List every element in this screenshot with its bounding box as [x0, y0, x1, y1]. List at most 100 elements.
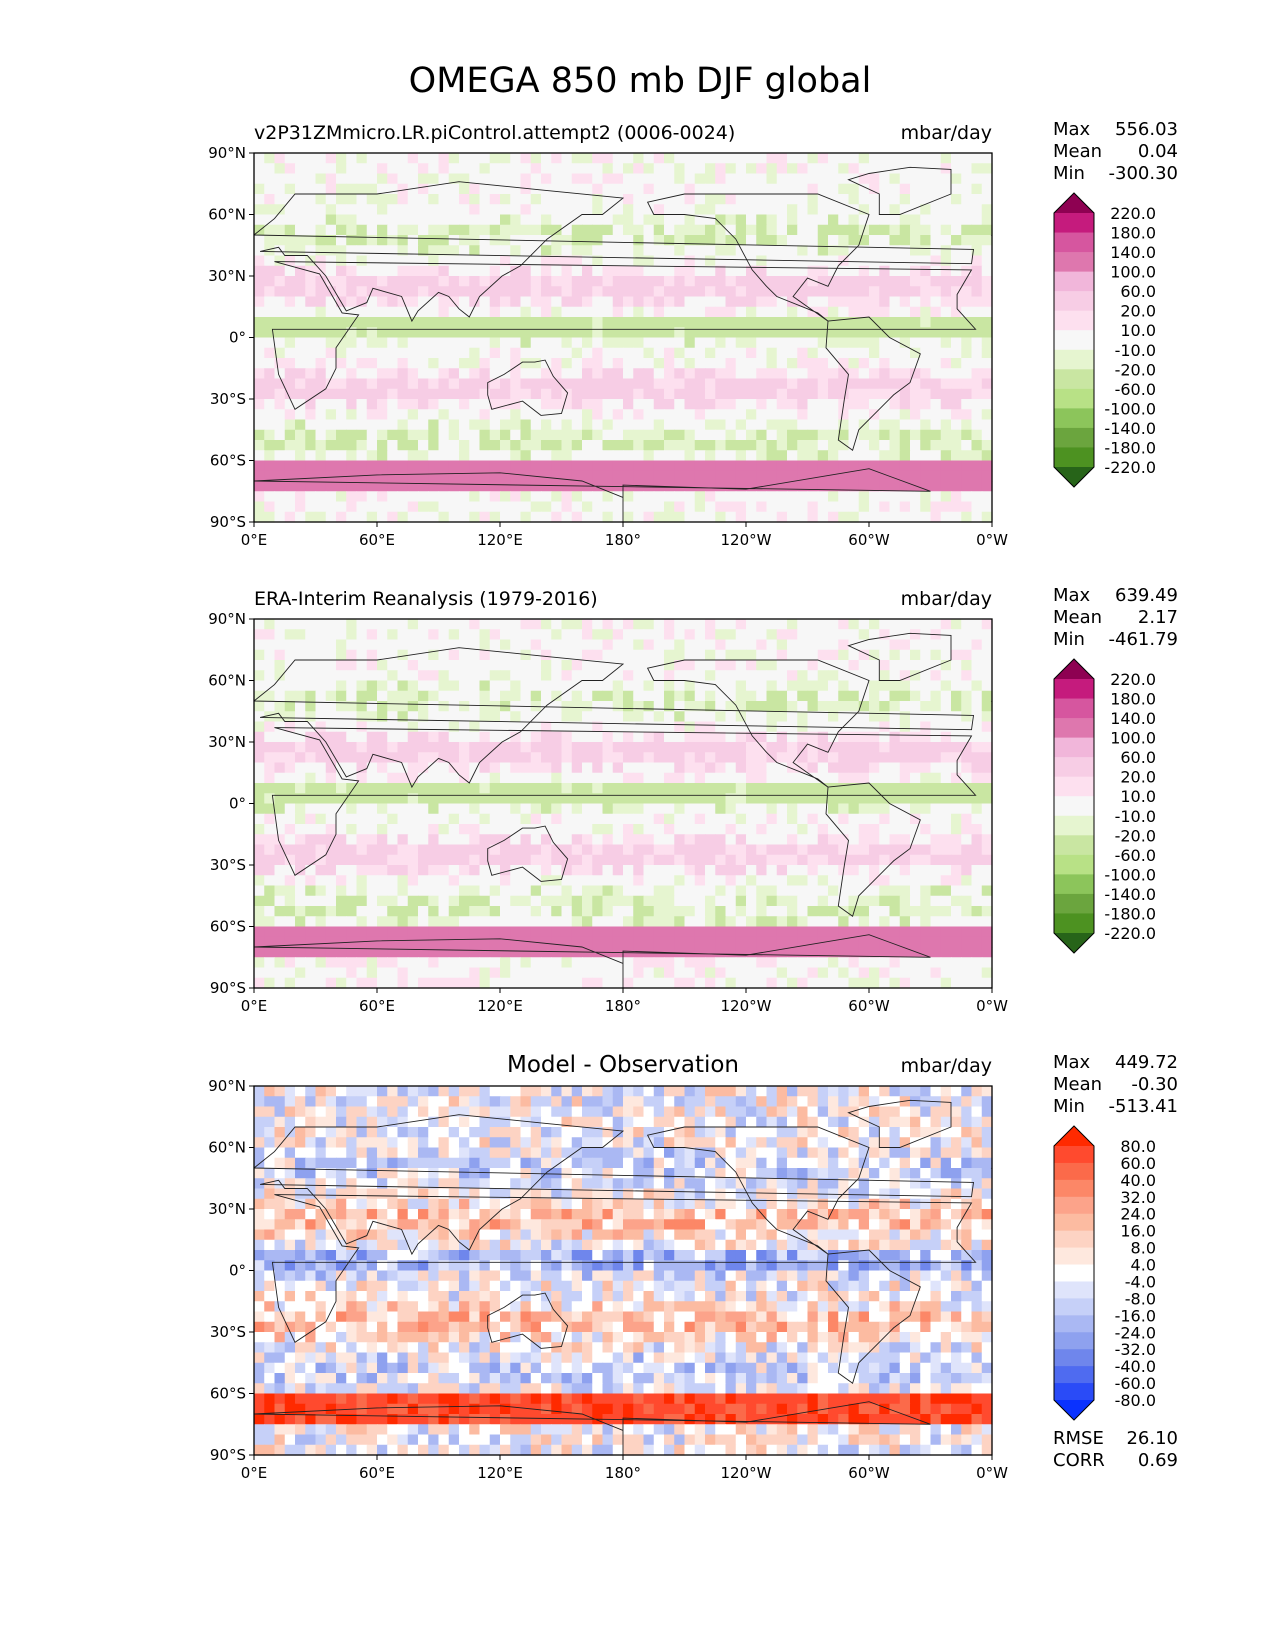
field-cell [879, 501, 891, 513]
field-cell [520, 276, 532, 287]
field-cell [571, 854, 583, 866]
field-cell [930, 501, 942, 513]
field-cell [530, 409, 542, 421]
field-cell [428, 163, 440, 175]
field-cell [377, 511, 388, 523]
field-cell [366, 265, 378, 277]
field-cell [889, 670, 901, 682]
field-cell [336, 235, 347, 246]
field-cell [684, 639, 696, 651]
field-cell [602, 347, 614, 359]
field-cell [295, 276, 306, 287]
field-cell [817, 245, 829, 257]
field-cell [858, 762, 870, 774]
field-cell [910, 470, 921, 482]
field-cell [889, 501, 901, 513]
field-cell [295, 163, 306, 175]
field-cell [325, 619, 337, 630]
field-cell [705, 378, 716, 390]
field-cell [295, 235, 306, 246]
field-cell [643, 670, 655, 682]
field-cell [356, 163, 368, 175]
field-cell [920, 926, 932, 938]
field-cell [541, 865, 552, 876]
field-cell [756, 409, 768, 421]
field-cell [879, 762, 891, 774]
field-cell [705, 491, 716, 503]
field-cell [766, 265, 778, 277]
field-cell [787, 276, 798, 287]
field-cell [336, 783, 347, 794]
field-cell [674, 409, 686, 421]
field-cell [930, 762, 942, 774]
field-cell [889, 895, 901, 907]
field-cell [377, 813, 388, 825]
field-cell [489, 731, 501, 743]
field-cell [746, 286, 757, 298]
field-cell [664, 731, 675, 743]
field-cell [418, 895, 429, 907]
field-cell [858, 255, 870, 267]
field-cell [961, 450, 973, 462]
field-cell [653, 173, 665, 185]
field-cell [397, 936, 409, 948]
field-cell [592, 649, 604, 661]
field-cell [295, 680, 306, 692]
field-cell [397, 875, 409, 887]
field-cell [561, 378, 573, 390]
field-cell [981, 440, 993, 451]
field-cell [295, 813, 306, 825]
field-cell [910, 276, 921, 287]
field-cell [910, 813, 921, 825]
field-cell [438, 347, 450, 359]
field-cell [315, 224, 327, 236]
field-cell [899, 337, 911, 349]
field-cell [346, 204, 358, 216]
field-cell [325, 511, 337, 523]
field-cell [582, 214, 593, 226]
field-cell [387, 793, 399, 805]
field-cell [920, 306, 932, 318]
field-cell [715, 916, 727, 928]
field-cell [274, 619, 286, 630]
field-cell [274, 854, 286, 866]
field-cell [971, 409, 983, 421]
field-cell [807, 865, 819, 876]
field-cell [530, 742, 542, 753]
field-cell [971, 419, 983, 431]
field-cell [561, 337, 573, 349]
field-cell [961, 844, 973, 856]
field-cell [520, 224, 532, 236]
field-cell [838, 481, 850, 492]
field-cell [592, 793, 604, 805]
field-cell [776, 276, 788, 287]
field-cell [592, 399, 604, 410]
field-cell [705, 783, 716, 794]
field-cell [274, 163, 286, 175]
field-cell [725, 173, 737, 185]
field-cell [858, 163, 870, 175]
panel-model: v2P31ZMmicro.LR.piControl.attempt2 (0006… [208, 119, 1178, 549]
field-cell [807, 317, 819, 328]
field-cell [766, 450, 778, 462]
field-cell [705, 803, 716, 815]
field-cell [438, 368, 450, 380]
field-cell [284, 803, 296, 815]
field-cell [582, 619, 593, 630]
field-cell [889, 409, 901, 421]
field-cell [479, 834, 491, 846]
field-cell [643, 865, 655, 876]
field-cell [315, 429, 327, 441]
field-cell [623, 701, 634, 712]
field-cell [899, 224, 911, 236]
field-cell [623, 501, 634, 513]
field-cell [725, 936, 737, 948]
field-cell [858, 429, 870, 441]
field-cell [838, 742, 850, 753]
field-cell [694, 276, 706, 287]
field-cell [489, 347, 501, 359]
field-cell [274, 153, 286, 164]
field-cell [325, 399, 337, 410]
field-cell [397, 783, 409, 794]
field-cell [377, 670, 388, 682]
